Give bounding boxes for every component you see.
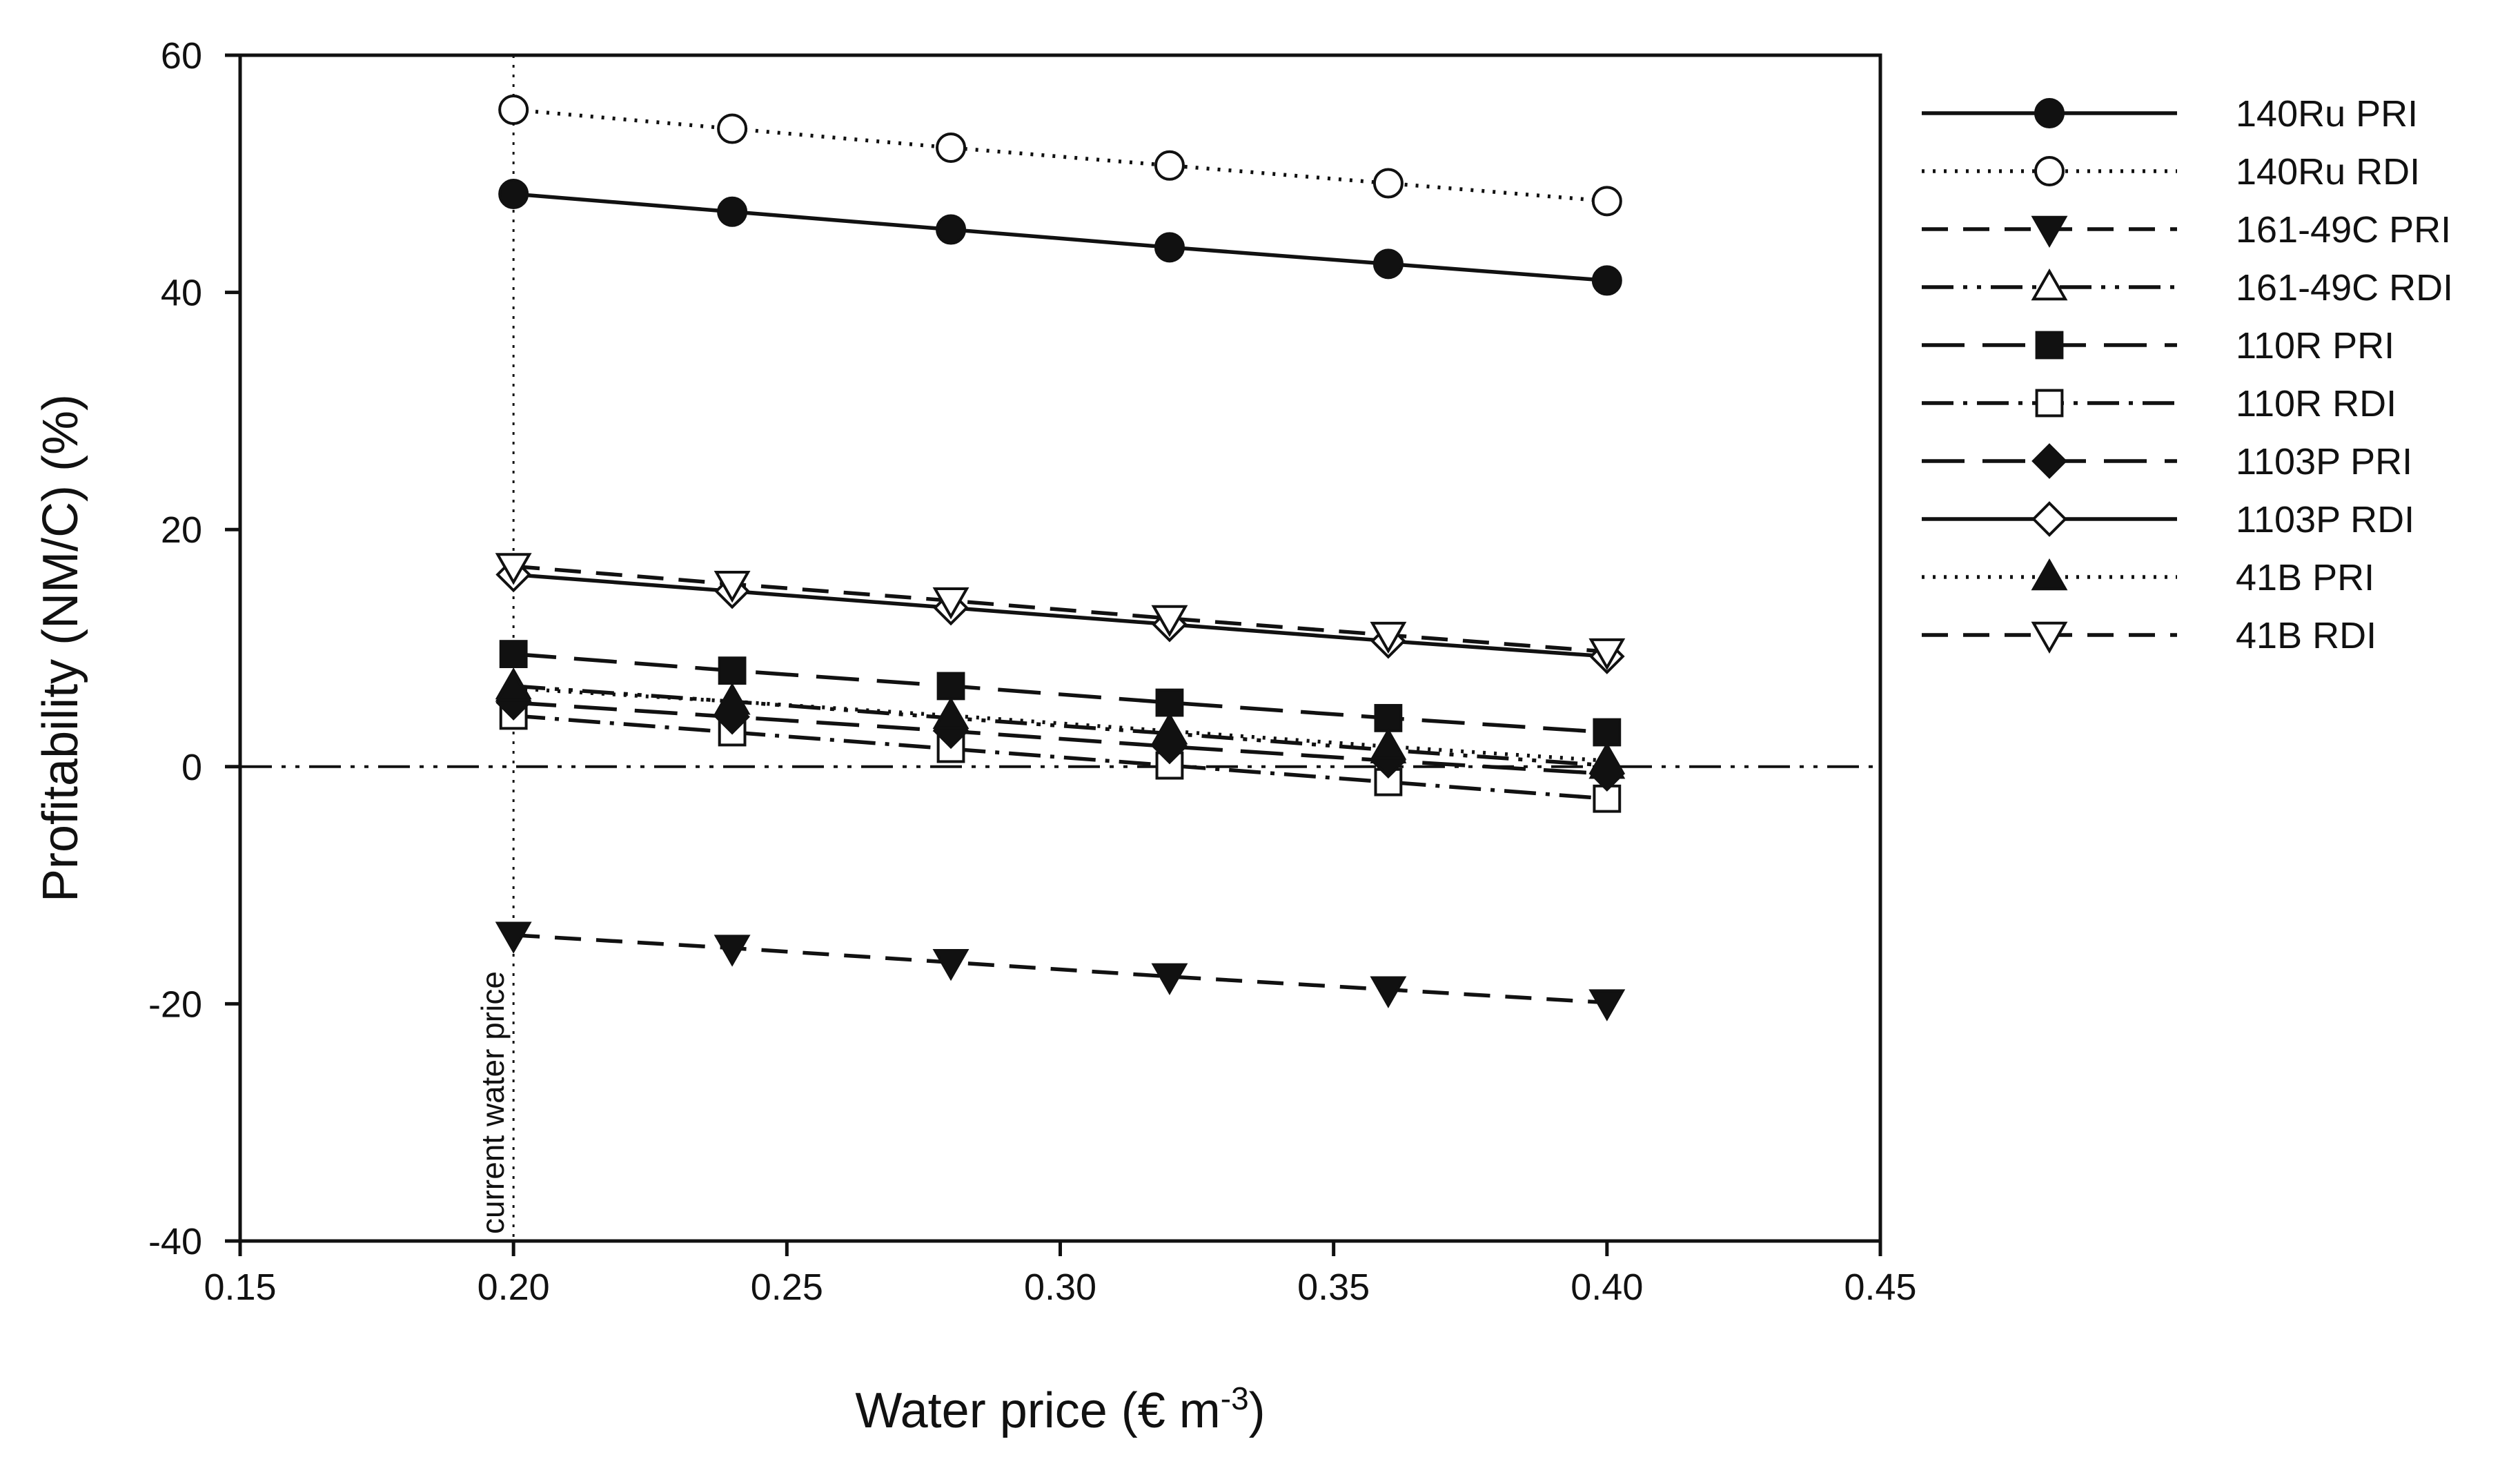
legend: 140Ru PRI 140Ru RDI 161-49C PRI 161-49C RDI…	[1922, 93, 2453, 656]
x-tick-label: 0.30	[1024, 1267, 1096, 1308]
series-line-140ru-pri	[513, 192, 1608, 283]
x-axis-title-suffix: )	[1249, 1383, 1266, 1438]
data-point-41b-rdi	[1588, 638, 1626, 671]
data-point-140ru-pri	[936, 214, 967, 245]
data-point-161-49c-pri	[1151, 963, 1188, 995]
y-axis-title: Profitability (NM/C) (%)	[33, 394, 88, 902]
series-line-1103p-pri	[513, 701, 1607, 776]
legend-marker-140ru-pri	[2034, 98, 2065, 128]
y-tick-label: 20	[161, 509, 202, 551]
legend-label-110r-rdi: 110R RDI	[2236, 383, 2396, 424]
data-point-140ru-rdi	[498, 95, 529, 126]
legend-label-110r-pri: 110R PRI	[2236, 325, 2394, 366]
x-tick-label: 0.15	[204, 1267, 276, 1308]
series-line-161-49c-pri	[513, 933, 1607, 1005]
legend-label-161-49c-pri: 161-49C PRI	[2236, 209, 2451, 251]
data-point-140ru-rdi	[936, 133, 967, 164]
legend-label-1103p-pri: 1103P PRI	[2236, 441, 2412, 482]
data-point-140ru-rdi	[1372, 168, 1404, 199]
series-line-110r-pri	[513, 652, 1608, 734]
legend-label-140ru-rdi: 140Ru RDI	[2236, 151, 2420, 193]
data-point-140ru-rdi	[1154, 150, 1185, 181]
axes: -40 -20 0 20 40 60 0.15 0.20 0.25 0.30 0.35 0.40 0.4…	[148, 35, 1917, 1308]
data-point-161-49c-pri	[932, 949, 969, 981]
data-point-140ru-pri	[1591, 265, 1622, 296]
data-point-161-49c-pri	[1588, 989, 1626, 1022]
data-point-140ru-pri	[1154, 232, 1185, 263]
x-tick-label: 0.35	[1297, 1267, 1370, 1308]
data-point-41b-pri	[713, 683, 751, 715]
y-tick-label: 0	[181, 747, 202, 788]
data-point-140ru-rdi	[717, 113, 748, 144]
data-point-41b-pri	[1370, 727, 1407, 760]
data-point-140ru-pri	[1372, 248, 1404, 280]
x-tick-label: 0.20	[478, 1267, 550, 1308]
series-line-41b-rdi	[513, 564, 1608, 654]
data-point-110r-pri	[718, 656, 747, 685]
legend-marker-110r-pri	[2035, 331, 2064, 360]
data-point-110r-pri	[1374, 703, 1403, 732]
legend-label-161-49c-rdi: 161-49C RDI	[2236, 267, 2453, 309]
data-point-110r-pri	[1593, 718, 1622, 747]
data-point-110r-pri	[499, 640, 528, 668]
data-point-41b-pri	[1151, 712, 1188, 745]
data-point-161-49c-pri	[1370, 976, 1407, 1008]
data-point-110r-pri	[1155, 688, 1184, 717]
data-point-41b-rdi	[1151, 605, 1188, 638]
data-point-41b-rdi	[932, 587, 969, 620]
data-point-41b-pri	[1588, 742, 1626, 774]
x-axis-title-main: Water price (€ m	[855, 1383, 1220, 1438]
legend-marker-1103p-pri	[2031, 443, 2067, 479]
data-point-161-49c-pri	[713, 935, 751, 967]
legend-label-1103p-rdi: 1103P RDI	[2236, 499, 2414, 540]
legend-marker-161-49c-pri	[2031, 215, 2068, 248]
legend-marker-41b-pri	[2031, 558, 2068, 591]
x-tick-label: 0.45	[1844, 1267, 1916, 1308]
data-point-41b-pri	[932, 696, 969, 730]
x-tick-label: 0.40	[1571, 1267, 1643, 1308]
legend-marker-41b-rdi	[2031, 621, 2068, 654]
legend-marker-140ru-rdi	[2034, 156, 2065, 186]
x-tick-label: 0.25	[751, 1267, 823, 1308]
legend-label-41b-pri: 41B PRI	[2236, 557, 2374, 598]
data-point-41b-pri	[495, 670, 532, 702]
series-line-1103p-rdi	[513, 572, 1608, 658]
data-point-140ru-pri	[717, 196, 748, 227]
legend-label-140ru-pri: 140Ru PRI	[2236, 93, 2418, 135]
legend-marker-1103p-rdi	[2031, 501, 2067, 537]
y-tick-label: 40	[161, 273, 202, 314]
data-point-140ru-rdi	[1591, 186, 1622, 217]
data-point-140ru-pri	[498, 179, 529, 210]
legend-marker-161-49c-rdi	[2031, 268, 2068, 301]
current-water-price-annotation: current water price	[475, 971, 511, 1234]
y-tick-label: -20	[148, 984, 202, 1025]
legend-marker-110r-rdi	[2035, 389, 2064, 418]
series-line-161-49c-rdi	[513, 684, 1608, 768]
data-point-110r-pri	[936, 672, 965, 701]
x-axis-title: Water price (€ m-3)	[855, 1380, 1265, 1438]
x-axis-title-superscript: -3	[1221, 1380, 1249, 1416]
series-line-110r-rdi	[513, 714, 1608, 801]
data-point-41b-rdi	[495, 553, 532, 585]
data-point-41b-rdi	[1370, 621, 1407, 654]
data-markers	[495, 95, 1626, 1022]
y-tick-label: -40	[148, 1221, 202, 1262]
y-tick-label: 60	[161, 35, 202, 77]
legend-label-41b-rdi: 41B RDI	[2236, 615, 2376, 656]
data-point-161-49c-pri	[495, 921, 532, 954]
data-point-41b-rdi	[713, 570, 751, 603]
